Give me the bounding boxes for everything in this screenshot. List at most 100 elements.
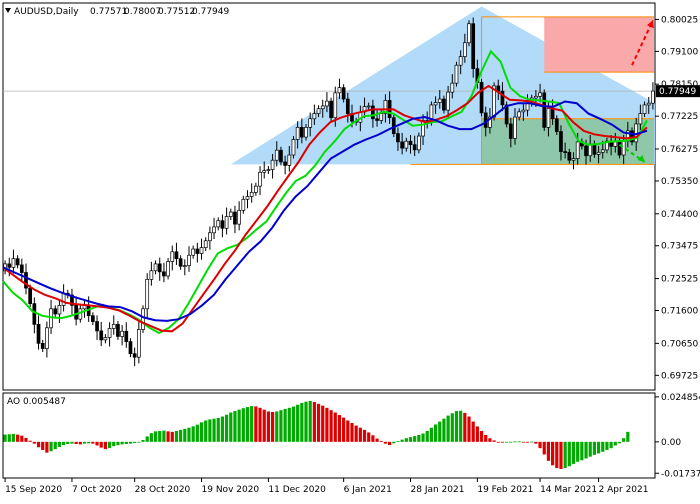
ao-bar xyxy=(183,428,187,442)
ao-bar xyxy=(496,441,500,443)
candle-up xyxy=(596,151,601,155)
ao-bar xyxy=(112,441,116,447)
candle-up xyxy=(216,220,221,228)
candle-down xyxy=(345,98,350,114)
candle-up xyxy=(266,169,271,171)
candle-down xyxy=(233,211,237,225)
candle-up xyxy=(325,100,329,107)
last-price-label: 0.77949 xyxy=(659,87,696,97)
candle-up xyxy=(651,90,655,104)
forecast-up-arrow xyxy=(631,19,654,66)
ao-bar xyxy=(133,441,137,443)
ao-bar xyxy=(279,410,283,442)
candle-down xyxy=(19,264,24,273)
ao-bar xyxy=(609,441,613,449)
candle-up xyxy=(57,304,62,315)
candle-up xyxy=(450,82,455,93)
ao-bar xyxy=(517,441,521,443)
ao-bar xyxy=(362,429,367,442)
candle-up xyxy=(258,171,262,187)
ao-bar xyxy=(74,441,78,444)
ao-bar xyxy=(438,421,442,442)
ao-bar xyxy=(287,407,291,442)
ao-bar xyxy=(179,429,183,442)
candle-up xyxy=(646,102,651,106)
ao-bar xyxy=(208,419,212,442)
candle-up xyxy=(228,211,233,217)
candle-up xyxy=(320,105,325,110)
candle-up xyxy=(212,226,216,234)
ao-bar xyxy=(442,418,446,442)
candle-up xyxy=(458,56,463,66)
ao-bar xyxy=(346,420,350,442)
ao-bar xyxy=(70,441,74,444)
x-tick-label: 14 Mar 2021 xyxy=(540,485,597,495)
ao-bar xyxy=(521,441,525,443)
candle-up xyxy=(199,247,204,254)
y-tick-label: 0.79100 xyxy=(661,47,698,57)
ao-bar xyxy=(66,441,70,444)
candle-down xyxy=(471,23,476,70)
main-chart-title: AUDUSD,Daily xyxy=(14,7,79,17)
main-chart xyxy=(2,6,656,367)
ao-bar xyxy=(241,408,245,442)
candle-up xyxy=(379,113,384,121)
ao-y-tick-label: 0.024854 xyxy=(661,393,700,403)
forecast-down-arrowhead xyxy=(637,154,645,162)
candle-up xyxy=(454,64,459,84)
ao-bar xyxy=(137,441,141,443)
ao-bar xyxy=(555,441,559,469)
candle-down xyxy=(504,104,509,125)
candle-up xyxy=(546,108,551,128)
candle-up xyxy=(462,42,467,57)
ao-bar xyxy=(421,433,425,442)
ao-bar xyxy=(492,440,496,442)
x-tick-label: 19 Feb 2021 xyxy=(477,485,533,495)
collapse-arrow-icon[interactable] xyxy=(5,8,11,13)
candle-down xyxy=(116,323,120,337)
candle-up xyxy=(488,116,492,128)
candle-down xyxy=(554,118,559,132)
candle-down xyxy=(630,130,634,143)
candle-up xyxy=(404,140,409,149)
x-tick-label: 15 Sep 2020 xyxy=(5,485,62,495)
ao-indicator-panel xyxy=(3,400,630,469)
candle-down xyxy=(91,315,95,322)
ao-bar xyxy=(580,441,584,461)
ao-bar xyxy=(509,441,513,443)
candle-up xyxy=(383,100,388,114)
ao-bar xyxy=(170,431,174,442)
candle-down xyxy=(74,304,78,320)
ao-bar xyxy=(120,441,124,445)
candle-up xyxy=(141,308,145,330)
candle-up xyxy=(45,327,49,349)
ao-bar xyxy=(250,406,254,442)
ao-bar xyxy=(300,402,304,442)
ao-bar xyxy=(166,431,170,442)
candle-up xyxy=(366,105,371,108)
ao-bar xyxy=(304,401,308,442)
ao-bar xyxy=(500,441,505,443)
candle-up xyxy=(467,23,471,44)
y-tick-label: 0.71600 xyxy=(661,307,698,317)
candle-up xyxy=(433,102,438,106)
candle-up xyxy=(254,185,258,193)
ao-bar xyxy=(329,410,333,442)
ao-bar xyxy=(534,441,538,444)
ao-bar xyxy=(388,441,392,446)
candle-up xyxy=(241,198,246,211)
candle-up xyxy=(120,330,124,337)
ao-bar xyxy=(107,441,112,448)
ao-bar xyxy=(479,430,484,442)
candle-down xyxy=(7,263,12,268)
ao-bar xyxy=(141,440,145,442)
ao-bar xyxy=(546,441,551,461)
candle-down xyxy=(396,133,400,143)
candle-up xyxy=(513,116,517,139)
ao-bar xyxy=(149,433,153,442)
candle-up xyxy=(245,196,250,200)
ao-bar xyxy=(95,441,99,446)
candle-down xyxy=(178,258,183,267)
y-tick-label: 0.74400 xyxy=(661,210,698,220)
